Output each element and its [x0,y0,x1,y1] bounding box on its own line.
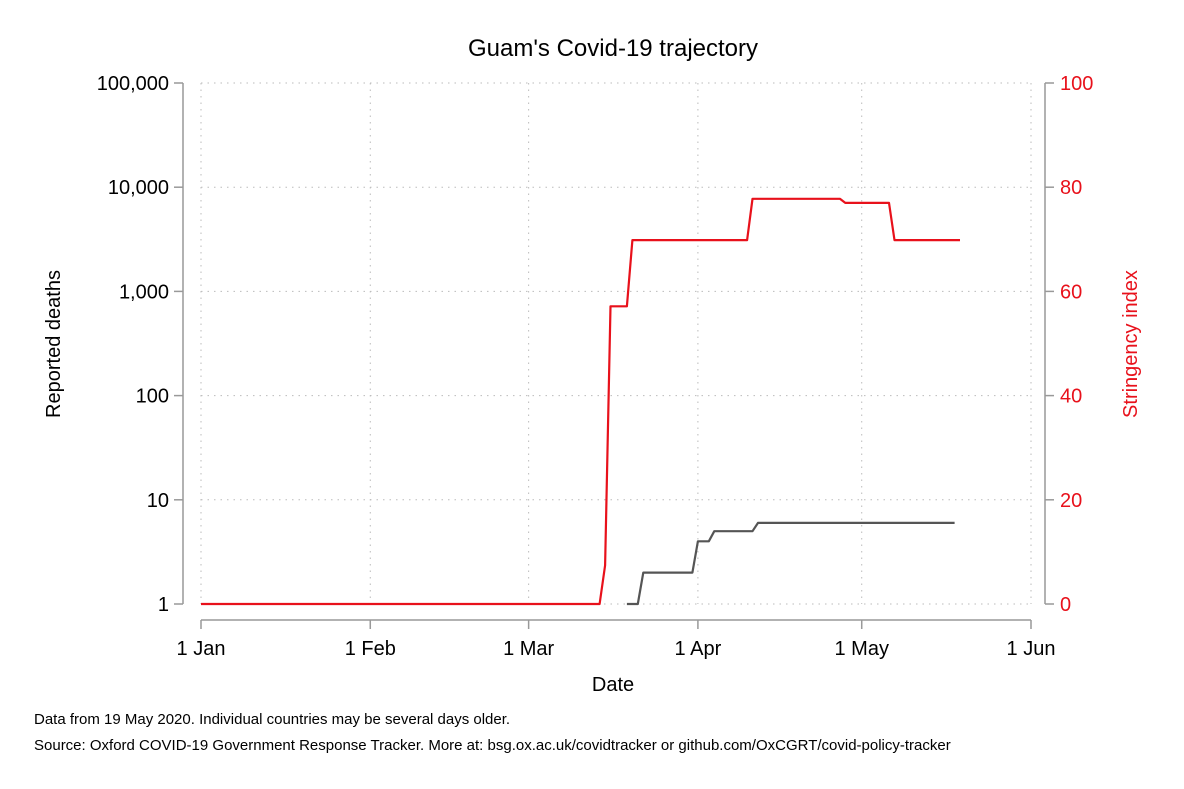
left-tick-label: 100,000 [97,73,169,95]
x-tick-label: 1 Jun [1007,638,1056,660]
x-tick-label: 1 May [834,638,888,660]
right-tick-label: 60 [1060,281,1082,303]
series-lines [201,197,960,606]
chart-title: Guam's Covid-19 trajectory [468,35,758,62]
left-tick-label: 10,000 [108,177,169,199]
right-tick-label: 0 [1060,594,1071,616]
right-tick-label: 100 [1060,73,1093,95]
x-axis-label: Date [592,674,634,696]
axis-ticks: 1 10 100 1,000 10,000 100,000 0 20 40 60 80 100 1 Ja… [97,73,1094,660]
x-tick-label: 1 Mar [503,638,554,660]
right-tick-label: 40 [1060,386,1082,408]
deaths-line [626,521,955,606]
x-tick-label: 1 Jan [177,638,226,660]
left-tick-label: 10 [147,490,169,512]
left-tick-label: 1 [158,594,169,616]
right-tick-label: 80 [1060,177,1082,199]
stringency-line [201,197,960,606]
source-note: Source: Oxford COVID-19 Government Respo… [34,737,951,754]
left-y-axis-label: Reported deaths [43,270,65,418]
left-tick-label: 100 [136,386,169,408]
grid-lines [200,82,1032,605]
right-y-axis-label: Stringency index [1120,270,1142,418]
left-tick-label: 1,000 [119,281,169,303]
chart-canvas: Guam's Covid-19 trajectory 1 10 100 1,000 10… [43,35,1142,696]
x-tick-label: 1 Feb [345,638,396,660]
right-tick-label: 20 [1060,490,1082,512]
data-date-note: Data from 19 May 2020. Individual countr… [34,711,511,728]
x-tick-label: 1 Apr [675,638,722,660]
